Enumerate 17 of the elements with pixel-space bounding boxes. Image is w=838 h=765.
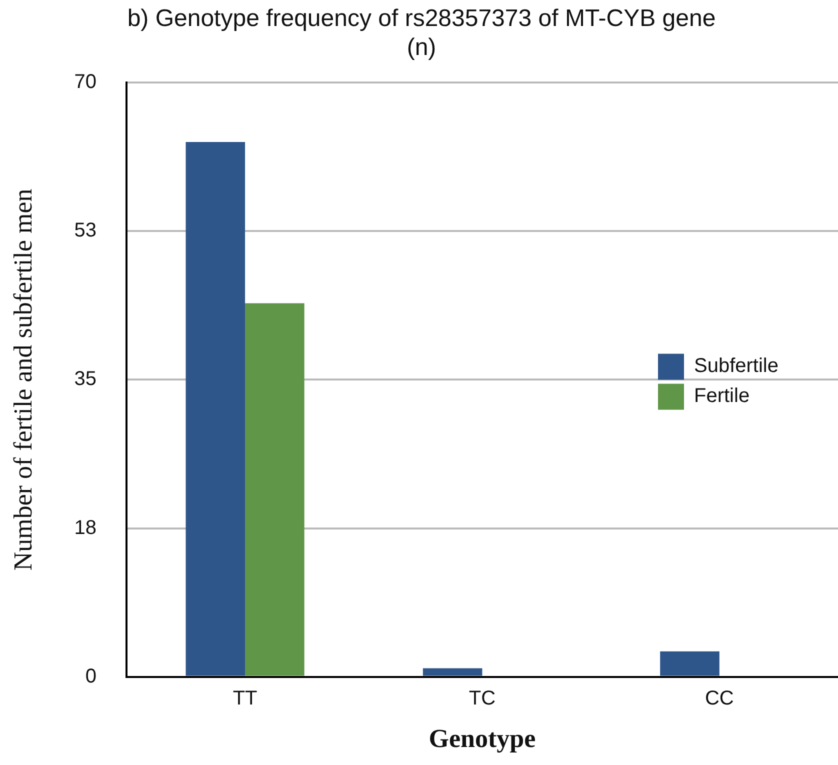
y-tick-label: 53 [74,220,96,242]
x-tick-label: TC [468,687,496,710]
y-tick-label: 18 [74,516,96,539]
bar [660,651,720,676]
chart-title: b) Genotype frequency of rs28357373 of MT-CYB gene (n) [127,5,716,61]
bar [422,668,482,676]
bar [186,142,246,676]
y-tick-label: 35 [74,368,96,390]
y-tick-label: 0 [85,665,96,688]
x-tick-label: CC [704,687,734,710]
y-axis-title: Number of fertile and subfertile men [8,188,38,571]
x-axis-title: Genotype [428,724,536,754]
bar [245,303,304,676]
x-tick-label: TT [232,687,258,710]
legend-label: Fertile [694,385,750,408]
y-tick-label: 70 [74,71,96,94]
legend-label: Subfertile [694,355,778,378]
